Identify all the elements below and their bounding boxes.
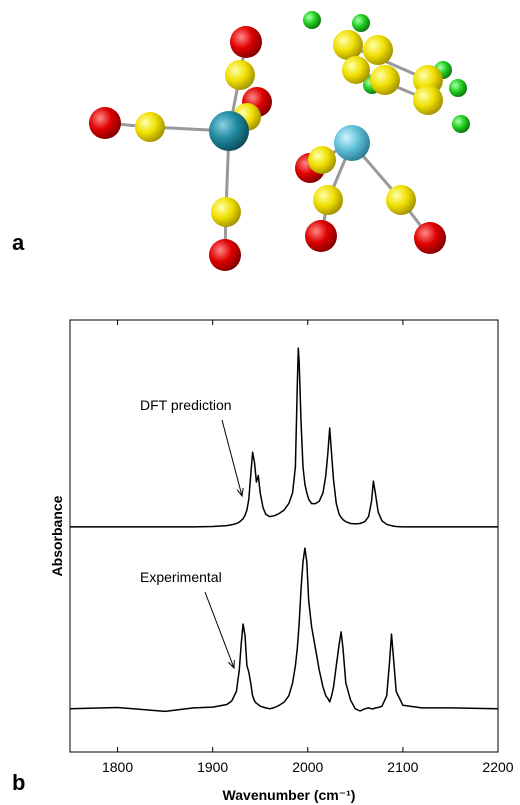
annotation-arrow [205, 592, 234, 668]
panel-label: b [12, 770, 25, 795]
x-axis-label: Wavenumber (cm⁻¹) [223, 787, 356, 803]
x-tick-label: 2000 [292, 759, 323, 775]
panel-label: a [12, 230, 25, 255]
spectrum-line [70, 548, 498, 711]
plot-frame [70, 320, 498, 752]
x-tick-label: 2100 [387, 759, 418, 775]
figure: a b 1800 1900 2000 2100 2200 Wavenumber (cm⁻¹… [0, 0, 520, 805]
spectrum-line [70, 348, 498, 527]
annotation-arrow [222, 420, 242, 496]
series-annotation: Experimental [140, 569, 222, 585]
molecule [89, 11, 470, 271]
x-tick-label: 1800 [102, 759, 133, 775]
y-axis-label: Absorbance [49, 495, 65, 576]
x-tick-label: 2200 [482, 759, 513, 775]
series-annotation: DFT prediction [140, 397, 232, 413]
x-tick-label: 1900 [197, 759, 228, 775]
